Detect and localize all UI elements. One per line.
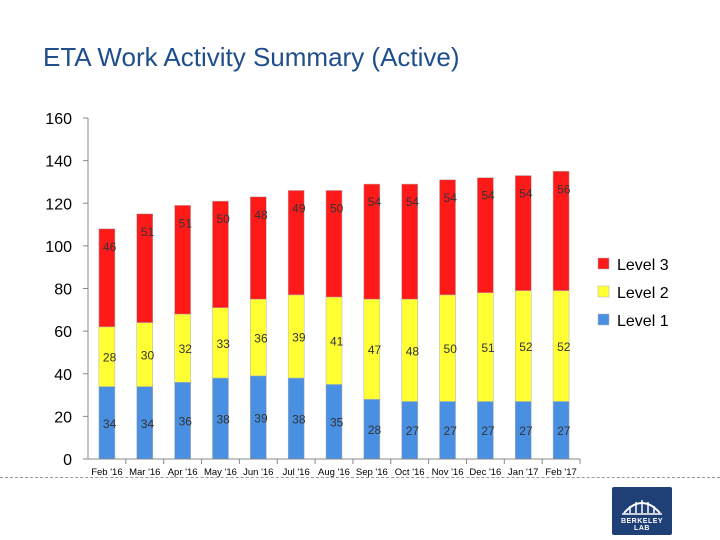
berkeley-lab-logo: BERKELEY LAB	[612, 487, 672, 535]
logo-text: BERKELEY LAB	[620, 518, 664, 532]
data-label: 56	[557, 182, 571, 196]
data-label: 32	[179, 342, 193, 356]
data-label: 39	[292, 330, 306, 344]
legend-swatch	[597, 285, 610, 298]
bar-segment-level-3	[325, 190, 343, 298]
x-tick-label: Feb '16	[91, 467, 122, 478]
bar-segment-level-3	[212, 200, 229, 308]
x-tick-label: Sep '16	[356, 467, 388, 478]
x-tick-label: Jun '16	[243, 467, 273, 478]
data-label: 47	[368, 343, 382, 357]
data-label: 52	[519, 340, 533, 354]
data-label: 27	[557, 424, 571, 438]
bar-segment-level-3	[514, 175, 532, 291]
y-tick-label: 140	[45, 154, 72, 171]
lab-building-icon	[622, 500, 662, 515]
data-label: 28	[103, 351, 117, 365]
legend-swatch	[597, 257, 610, 270]
data-label: 51	[481, 341, 495, 355]
data-label: 48	[254, 208, 268, 222]
data-label: 51	[141, 225, 155, 239]
bar-segment-level-3	[136, 213, 154, 323]
x-tick-label: Apr '16	[168, 467, 198, 478]
bar-segment-level-3	[363, 183, 381, 300]
axes-group: 0 20 40 60 80 100 120 140 160 Feb '16 Mar '16 Apr '…	[45, 111, 581, 478]
chart-title: ETA Work Activity Summary (Active)	[43, 42, 460, 72]
x-tick-label: Nov '16	[432, 467, 464, 478]
y-tick-label: 120	[45, 196, 72, 213]
value-labels-group: 34 28 46 34 30 51 36 32 51 38 33 50 39 36 48 38 39 49 35 41…	[103, 182, 571, 438]
legend-swatch	[597, 313, 610, 326]
data-label: 39	[254, 411, 268, 425]
y-tick-label: 160	[45, 111, 72, 128]
bar-segment-level-3	[401, 183, 418, 300]
data-label: 38	[292, 413, 306, 427]
x-tick-label: Oct '16	[395, 467, 425, 478]
data-label: 30	[141, 349, 155, 363]
data-label: 27	[481, 424, 495, 438]
bar-segment-level-3	[287, 190, 305, 296]
y-tick-label: 40	[54, 367, 72, 384]
legend-label: Level 3	[617, 257, 669, 274]
data-label: 27	[406, 424, 420, 438]
x-tick-label: Mar '16	[129, 467, 160, 478]
data-label: 34	[141, 417, 155, 431]
legend-label: Level 1	[617, 313, 669, 330]
legend-group: Level 3 Level 2 Level 1	[597, 257, 669, 330]
data-label: 28	[368, 423, 382, 437]
bar-segment-level-3	[439, 179, 456, 296]
data-label: 49	[292, 201, 306, 215]
y-tick-label: 60	[54, 324, 72, 341]
data-label: 51	[179, 216, 193, 230]
x-tick-label: Dec '16	[469, 467, 501, 478]
x-tick-label: Aug '16	[318, 467, 350, 478]
data-label: 46	[103, 240, 117, 254]
data-label: 54	[368, 195, 382, 209]
bar-segment-level-3	[174, 205, 191, 315]
data-label: 54	[444, 191, 458, 205]
bars-group	[98, 171, 570, 460]
data-label: 38	[216, 413, 230, 427]
data-label: 48	[406, 344, 420, 358]
data-label: 52	[557, 340, 571, 354]
data-label: 27	[519, 424, 533, 438]
data-label: 36	[179, 415, 193, 429]
data-label: 50	[216, 212, 230, 226]
data-label: 54	[481, 189, 495, 203]
y-tick-label: 100	[45, 239, 72, 256]
bar-segment-level-3	[98, 228, 116, 328]
data-label: 54	[519, 187, 533, 201]
data-label: 41	[330, 335, 344, 349]
legend-label: Level 2	[617, 285, 669, 302]
data-label: 36	[254, 332, 268, 346]
data-label: 54	[406, 195, 420, 209]
x-tick-label: May '16	[204, 467, 237, 478]
data-label: 50	[330, 201, 344, 215]
x-tick-label: Jul '16	[283, 467, 310, 478]
footer-divider	[0, 477, 720, 478]
bar-segment-level-3	[477, 177, 494, 294]
data-label: 50	[444, 342, 458, 356]
x-tick-label: Jan '17	[508, 467, 538, 478]
y-tick-label: 80	[54, 282, 72, 299]
bar-segment-level-3	[552, 171, 570, 291]
y-tick-label: 0	[63, 452, 72, 469]
x-tick-label: Feb '17	[545, 467, 576, 478]
data-label: 27	[444, 424, 458, 438]
data-label: 34	[103, 417, 117, 431]
data-label: 35	[330, 416, 344, 430]
bar-segment-level-3	[250, 196, 267, 300]
y-tick-label: 20	[54, 409, 72, 426]
data-label: 33	[216, 337, 230, 351]
